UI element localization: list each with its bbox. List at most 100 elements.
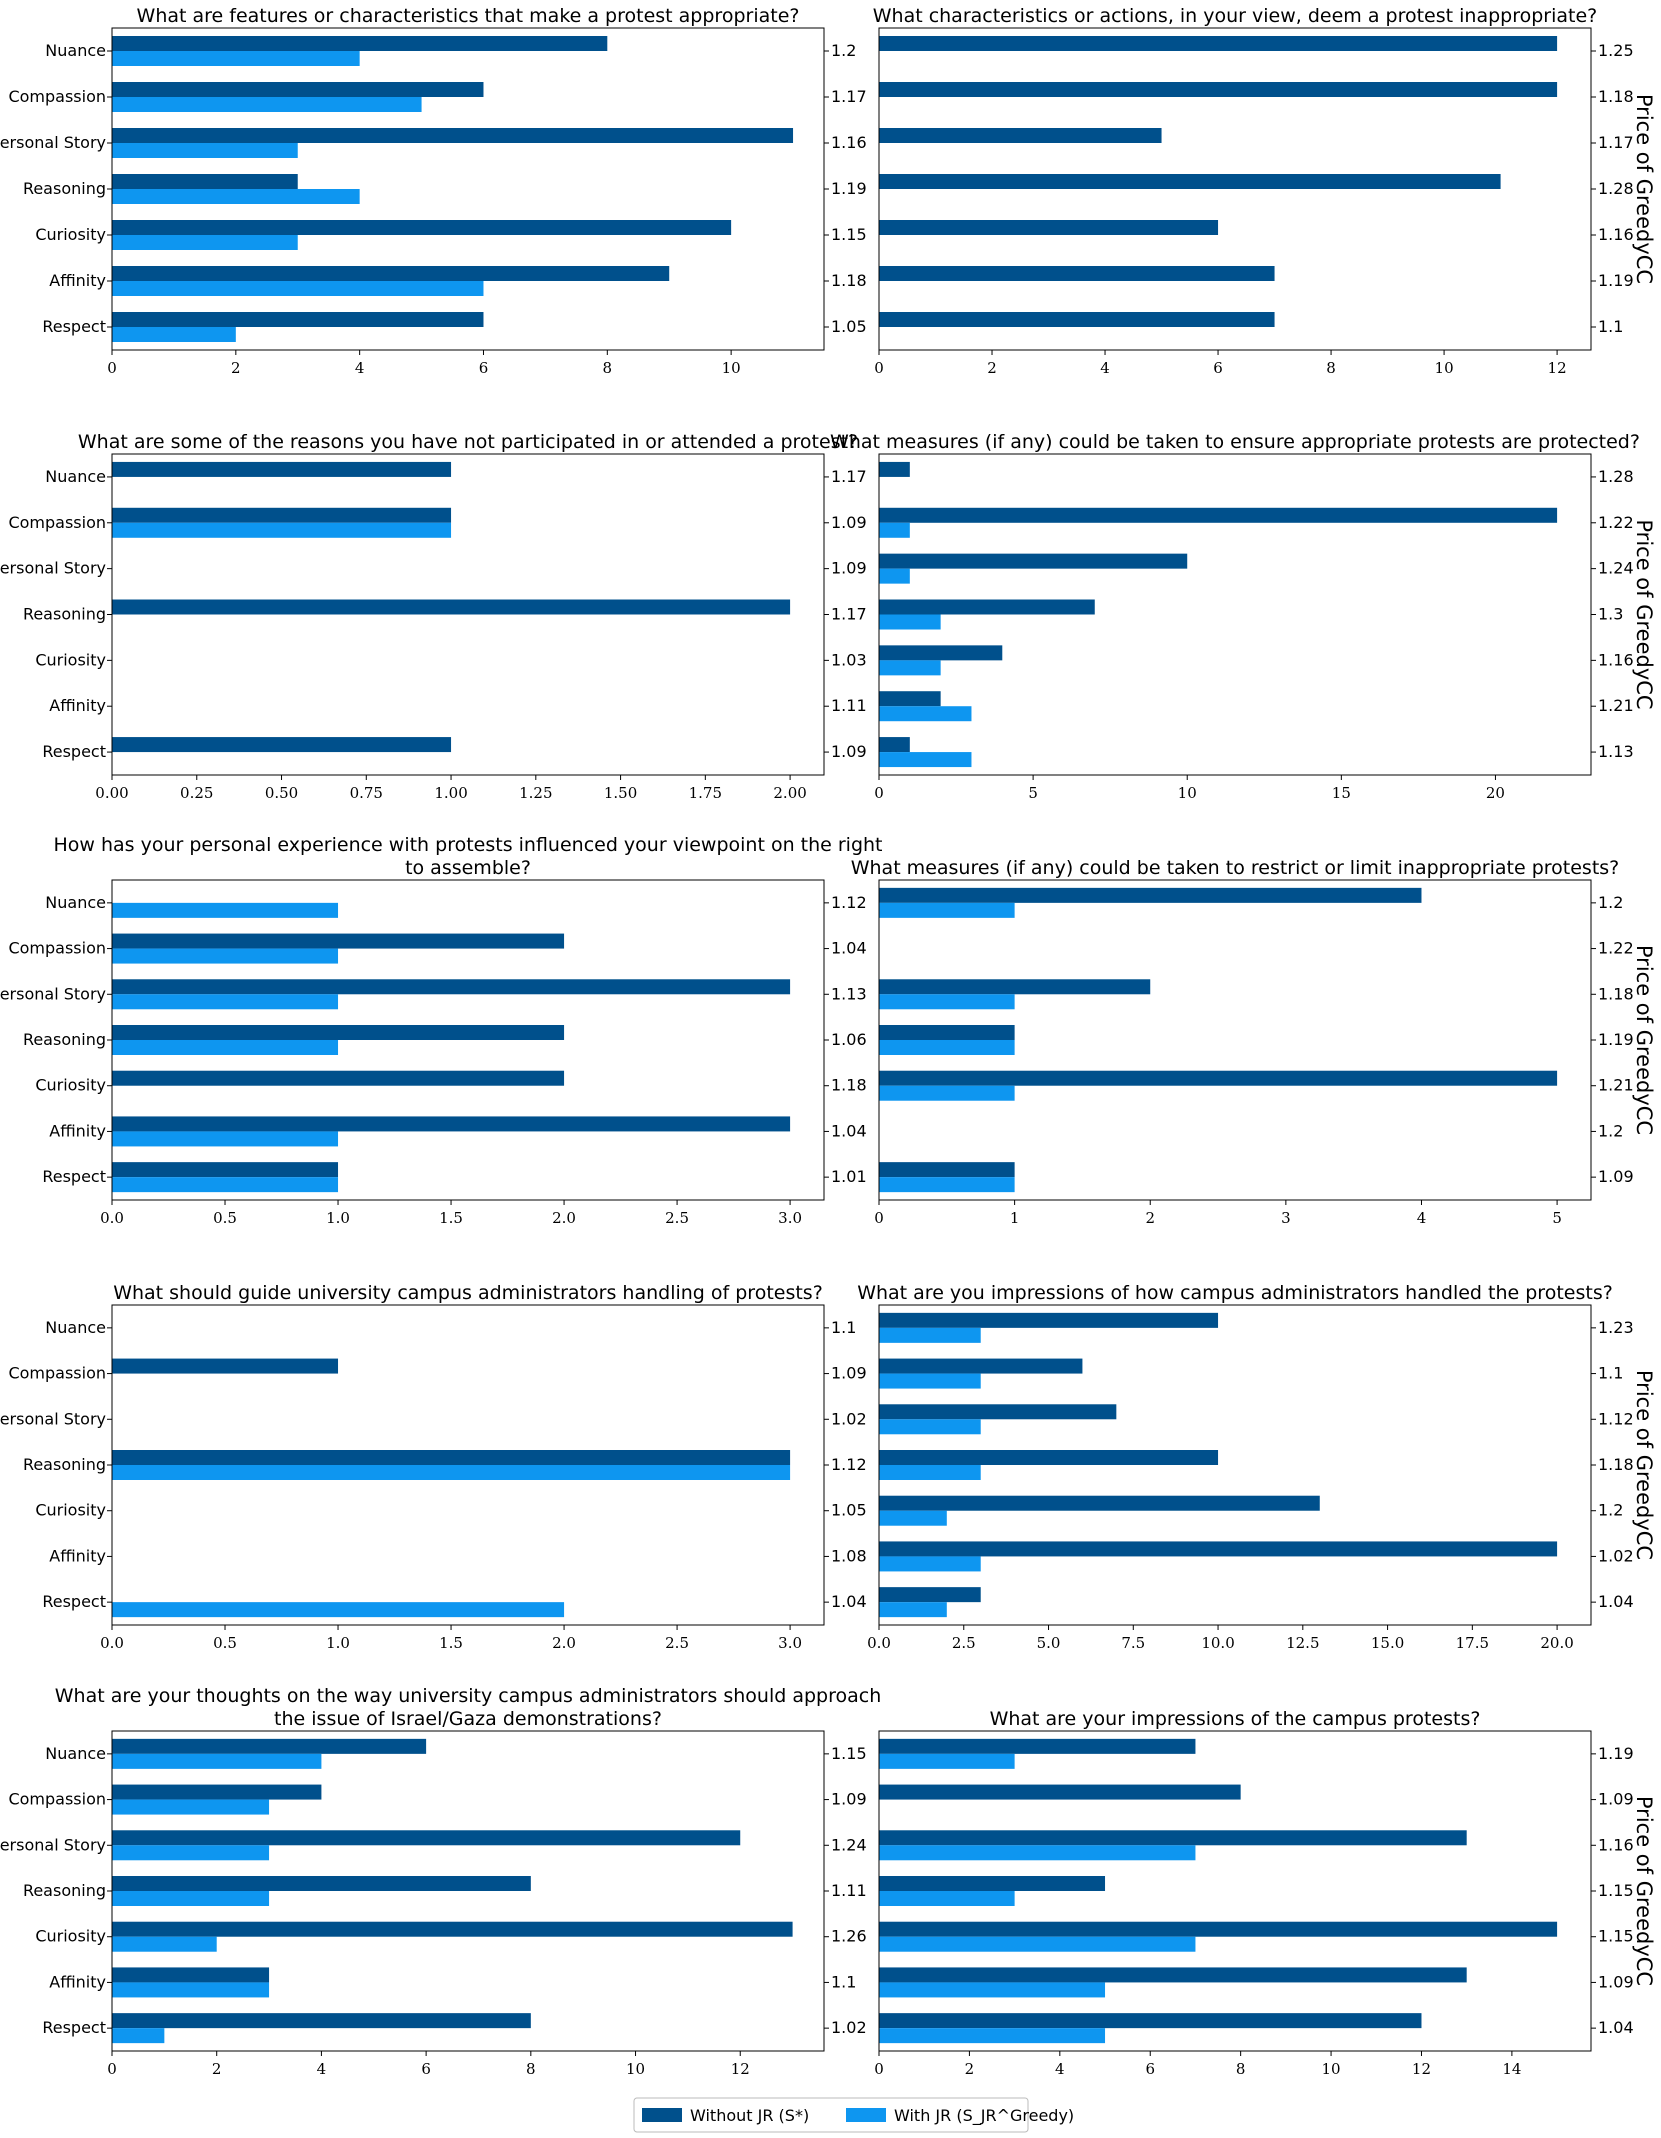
price-label: 1.18 — [1598, 1455, 1634, 1474]
bar-without-jr — [879, 1921, 1558, 1937]
x-tick-label: 1.50 — [604, 784, 637, 802]
bar-with-jr — [879, 1753, 1015, 1769]
category-label: Affinity — [49, 1546, 106, 1565]
bar-without-jr — [112, 1162, 339, 1178]
bar-with-jr — [112, 1602, 565, 1618]
bar-without-jr — [112, 1070, 565, 1086]
bar-with-jr — [112, 2028, 165, 2044]
x-tick-label: 20 — [1486, 784, 1505, 802]
price-label: 1.18 — [1598, 87, 1634, 106]
price-label: 1.06 — [831, 1030, 867, 1049]
bar-with-jr — [879, 568, 910, 584]
price-label: 1.25 — [1598, 41, 1634, 60]
price-label: 1.18 — [1598, 984, 1634, 1003]
bar-without-jr — [879, 312, 1275, 327]
price-label: 1.16 — [1598, 650, 1634, 669]
x-tick-label: 2 — [212, 2060, 222, 2078]
price-label: 1.16 — [831, 133, 867, 152]
x-tick-label: 0 — [107, 2060, 117, 2078]
category-label: Reasoning — [23, 179, 106, 198]
price-label: 1.21 — [1598, 696, 1634, 715]
x-tick-label: 0.0 — [100, 1634, 124, 1652]
x-tick-label: 1.0 — [326, 1634, 350, 1652]
bar-with-jr — [112, 97, 422, 112]
category-label: Personal Story — [0, 133, 106, 152]
x-tick-label: 6 — [421, 2060, 431, 2078]
price-label: 1.1 — [1598, 317, 1623, 336]
category-label: Curiosity — [35, 1927, 106, 1946]
legend-label-with-jr: With JR (S_JR^Greedy) — [894, 2106, 1074, 2126]
price-label: 1.19 — [1598, 1744, 1634, 1763]
bar-with-jr — [879, 1327, 981, 1343]
bar-with-jr — [879, 902, 1015, 918]
price-label: 1.09 — [1598, 1167, 1634, 1186]
category-label: Affinity — [49, 1121, 106, 1140]
category-label: Respect — [42, 2018, 106, 2037]
bar-without-jr — [112, 1025, 565, 1040]
legend: Without JR (S*) With JR (S_JR^Greedy) — [633, 2097, 1074, 2133]
bar-with-jr — [879, 1373, 981, 1389]
right-axis-label: Price of GreedyCC — [1632, 94, 1656, 284]
price-label: 1.15 — [831, 225, 867, 244]
bar-without-jr — [879, 2013, 1422, 2029]
price-label: 1.09 — [831, 559, 867, 578]
x-tick-label: 4 — [1417, 1209, 1427, 1227]
price-label: 1.04 — [1598, 1592, 1634, 1611]
right-axis-label: Price of GreedyCC — [1632, 1796, 1656, 1986]
price-label: 1.28 — [1598, 179, 1634, 198]
price-label: 1.2 — [1598, 893, 1623, 912]
x-tick-label: 0.50 — [265, 784, 298, 802]
x-tick-label: 8 — [526, 2060, 536, 2078]
price-label: 1.18 — [831, 1076, 867, 1095]
bar-without-jr — [112, 82, 484, 97]
bar-without-jr — [879, 507, 1558, 523]
bar-with-jr — [879, 1891, 1015, 1906]
plot-frame — [111, 1304, 825, 1626]
price-label: 1.16 — [1598, 1835, 1634, 1854]
x-tick-label: 15 — [1332, 784, 1351, 802]
x-tick-label: 10 — [1435, 359, 1454, 377]
x-tick-label: 2 — [987, 359, 997, 377]
bar-with-jr — [879, 614, 941, 630]
bar-with-jr — [879, 1085, 1015, 1101]
price-label: 1.04 — [1598, 2018, 1634, 2037]
legend-swatch-with-jr — [846, 2108, 886, 2122]
bar-without-jr — [879, 1025, 1015, 1040]
price-label: 1.02 — [831, 1409, 867, 1428]
bar-without-jr — [112, 36, 608, 51]
bar-with-jr — [112, 1177, 339, 1193]
x-tick-label: 1.0 — [326, 1209, 350, 1227]
x-tick-label: 0.00 — [95, 784, 128, 802]
bar-without-jr — [879, 553, 1188, 569]
bar-with-jr — [112, 1465, 791, 1480]
category-label: Personal Story — [0, 559, 106, 578]
bar-without-jr — [879, 36, 1558, 51]
bar-with-jr — [879, 2028, 1106, 2044]
x-tick-label: 0 — [874, 784, 884, 802]
bar-without-jr — [879, 599, 1095, 615]
bar-with-jr — [112, 189, 360, 204]
plot-frame — [111, 453, 825, 776]
bar-with-jr — [112, 235, 298, 250]
price-label: 1.15 — [831, 1744, 867, 1763]
category-label: Personal Story — [0, 1409, 106, 1428]
x-tick-label: 2.0 — [552, 1634, 576, 1652]
price-label: 1.08 — [831, 1546, 867, 1565]
category-label: Compassion — [8, 513, 106, 532]
bar-without-jr — [879, 1967, 1467, 1983]
x-tick-label: 3 — [1281, 1209, 1291, 1227]
x-tick-label: 6 — [1145, 2060, 1155, 2078]
category-label: Curiosity — [35, 1501, 106, 1520]
x-tick-label: 4 — [1055, 2060, 1065, 2078]
plot-frame — [878, 1730, 1592, 2052]
price-label: 1.22 — [1598, 513, 1634, 532]
price-label: 1.04 — [831, 1592, 867, 1611]
bar-with-jr — [879, 522, 910, 538]
price-label: 1.24 — [1598, 559, 1634, 578]
x-tick-label: 1.5 — [439, 1634, 463, 1652]
category-label: Compassion — [8, 87, 106, 106]
price-label: 1.04 — [831, 1121, 867, 1140]
x-tick-label: 14 — [1502, 2060, 1521, 2078]
bar-with-jr — [879, 1936, 1196, 1952]
